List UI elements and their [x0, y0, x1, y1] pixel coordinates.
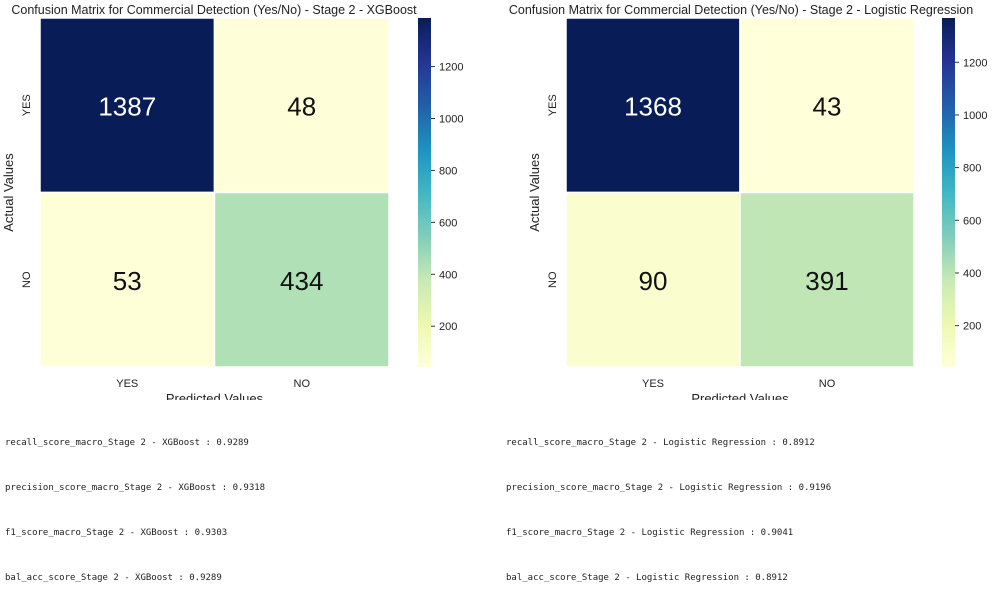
- y-axis-label: Actual Values: [1, 153, 16, 232]
- metric-recall-xgboost: recall_score_macro_Stage 2 - XGBoost : 0…: [5, 438, 249, 448]
- metric-f1-xgboost: f1_score_macro_Stage 2 - XGBoost : 0.930…: [5, 528, 228, 538]
- colorbar-tick-label: 200: [963, 321, 981, 333]
- colorbar-tick-label: 400: [439, 269, 457, 281]
- confusion-matrix-figure: Confusion Matrix for Commercial Detectio…: [1, 3, 988, 400]
- y-tick-label: YES: [547, 94, 559, 116]
- colorbar-tick-label: 600: [439, 217, 457, 229]
- x-tick-label: YES: [642, 378, 664, 390]
- heatmap-panel-1: Confusion Matrix for Commercial Detectio…: [509, 3, 988, 400]
- heatmap-cell: [739, 191, 915, 368]
- cell-value-label: 53: [113, 266, 142, 296]
- x-tick-label: YES: [116, 378, 138, 390]
- colorbar-tick-label: 1000: [439, 113, 463, 125]
- cell-value-label: 1368: [624, 91, 682, 121]
- y-tick-label: NO: [21, 271, 33, 288]
- metric-precision-logreg: precision_score_macro_Stage 2 - Logistic…: [506, 483, 832, 493]
- colorbar-tick-label: 1200: [963, 57, 987, 69]
- colorbar-tick-label: 1200: [439, 62, 463, 74]
- cell-value-label: 434: [280, 266, 323, 296]
- y-tick-label: NO: [547, 271, 559, 288]
- cell-value-label: 48: [287, 91, 316, 121]
- heatmap-cell: [39, 191, 216, 368]
- cell-value-label: 391: [805, 266, 848, 296]
- colorbar-tick-label: 1000: [963, 110, 987, 122]
- colorbar-tick-label: 800: [439, 165, 457, 177]
- metrics-block-xgboost: recall_score_macro_Stage 2 - XGBoost : 0…: [5, 406, 265, 601]
- x-tick-label: NO: [819, 378, 836, 390]
- heatmap-cell: [39, 17, 216, 194]
- y-tick-label: YES: [21, 94, 33, 116]
- chart-title: Confusion Matrix for Commercial Detectio…: [11, 3, 417, 17]
- colorbar-tick-label: 800: [963, 163, 981, 175]
- metric-precision-xgboost: precision_score_macro_Stage 2 - XGBoost …: [5, 483, 266, 493]
- heatmap-cell: [565, 191, 741, 368]
- metric-recall-logreg: recall_score_macro_Stage 2 - Logistic Re…: [506, 438, 815, 448]
- y-axis-label: Actual Values: [527, 153, 542, 232]
- cell-value-label: 43: [813, 91, 842, 121]
- metric-balacc-logreg: bal_acc_score_Stage 2 - Logistic Regress…: [506, 573, 788, 583]
- cell-value-label: 90: [639, 266, 668, 296]
- chart-title: Confusion Matrix for Commercial Detectio…: [509, 3, 973, 17]
- colorbar-tick-label: 600: [963, 215, 981, 227]
- colorbar-tick-label: 200: [439, 321, 457, 333]
- x-tick-label: NO: [294, 378, 311, 390]
- heatmap-cell: [739, 17, 915, 194]
- colorbar: [942, 18, 955, 367]
- heatmap-cell: [213, 191, 390, 368]
- x-axis-label: Predicted Values: [166, 391, 264, 400]
- metric-balacc-xgboost: bal_acc_score_Stage 2 - XGBoost : 0.9289: [5, 573, 222, 583]
- heatmap-panel-0: Confusion Matrix for Commercial Detectio…: [1, 3, 463, 400]
- cell-value-label: 1387: [98, 91, 156, 121]
- heatmap-cell: [213, 17, 390, 194]
- colorbar-tick-label: 400: [963, 268, 981, 280]
- colorbar: [418, 18, 431, 367]
- x-axis-label: Predicted Values: [691, 391, 789, 400]
- heatmap-cell: [565, 17, 741, 194]
- metric-f1-logreg: f1_score_macro_Stage 2 - Logistic Regres…: [506, 528, 794, 538]
- metrics-block-logistic-regression: recall_score_macro_Stage 2 - Logistic Re…: [506, 406, 831, 601]
